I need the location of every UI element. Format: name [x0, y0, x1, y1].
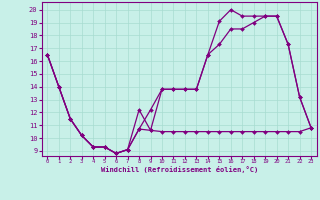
X-axis label: Windchill (Refroidissement éolien,°C): Windchill (Refroidissement éolien,°C) [100, 166, 258, 173]
